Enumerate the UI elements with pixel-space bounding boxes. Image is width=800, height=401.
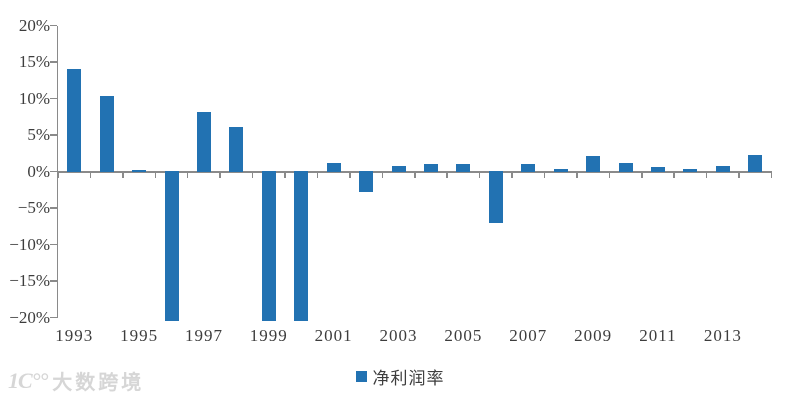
x-axis-tick [154,172,157,178]
bar-1994 [99,96,114,173]
x-axis-tick [219,172,221,178]
bar-2006 [488,170,503,224]
y-axis-tick [50,170,57,173]
y-axis-tick [50,207,57,209]
bar-2000 [294,170,309,321]
watermark: 1C°° 大数跨境 [8,366,144,395]
x-axis-label: 2009 [574,326,613,345]
x-axis-tick [705,172,708,178]
y-axis-tick [50,243,57,246]
bar-2003 [391,166,406,173]
x-axis-tick [770,172,773,178]
y-axis-tick [50,280,57,282]
bar-2013 [715,165,730,173]
x-axis-tick [89,172,92,178]
x-axis-label: 1997 [184,326,223,345]
x-axis-tick [414,172,416,178]
y-axis-tick [50,97,57,100]
x-axis-tick [641,172,643,178]
legend: 净利润率 [0,364,800,389]
y-axis-label: 5% [27,125,50,144]
x-axis-label: 2001 [314,326,353,345]
x-axis-tick [316,172,319,178]
y-axis-tick [50,134,57,136]
x-axis-tick [57,172,59,178]
y-axis-tick [50,61,57,63]
bar-1998 [229,126,244,173]
x-axis-tick [186,172,189,178]
bar-1993 [67,69,82,173]
bar-2011 [650,167,665,173]
bar-2012 [683,169,698,173]
x-axis-tick [511,172,513,178]
x-axis-line [56,170,772,173]
x-axis-label: 2007 [509,326,548,345]
watermark-text: 大数跨境 [52,372,145,394]
x-axis-tick [543,172,546,178]
x-axis-tick [446,172,448,178]
x-axis-label: 2011 [639,326,677,345]
x-axis-label: 1999 [249,326,288,345]
legend-label: 净利润率 [372,369,445,388]
x-axis-label: 2003 [379,326,418,345]
y-axis-tick [50,24,57,27]
x-axis-tick [381,172,384,178]
x-axis-tick [349,172,351,178]
x-axis-tick [284,172,286,178]
x-axis-tick [738,172,740,178]
bar-2004 [423,164,438,173]
x-axis-label: 1993 [55,326,94,345]
legend-marker-icon [355,371,367,382]
x-axis-label: 2013 [703,326,742,345]
y-axis-label: 20% [18,15,50,35]
x-axis-label: 2005 [444,326,483,345]
bar-2009 [586,156,601,173]
y-axis-label: −5% [17,198,50,217]
bar-1997 [196,111,211,173]
x-axis-tick [673,172,675,178]
y-axis-label: −15% [9,271,50,290]
bar-2010 [618,162,633,173]
bar-1999 [261,170,276,321]
bar-2001 [326,163,341,173]
y-axis-label: −20% [9,307,50,327]
x-axis-tick [122,172,124,178]
x-axis-tick [608,172,611,178]
bar-1995 [132,170,147,173]
y-axis-label: 0% [27,161,50,181]
bar-2007 [521,164,536,173]
bar-2002 [359,170,374,192]
y-axis-label: 15% [18,52,50,71]
bar-2014 [748,155,763,173]
x-axis-label: 1995 [120,326,159,345]
x-axis-tick [251,172,254,178]
watermark-logo-icon: 1C°° [8,367,48,393]
bar-2008 [553,168,568,173]
y-axis-label: 10% [18,88,50,108]
y-axis-tick [50,316,57,319]
x-axis-tick [478,172,481,178]
x-axis-tick [576,172,578,178]
bar-1996 [164,170,179,321]
y-axis-label: −10% [9,234,50,254]
bar-2005 [456,164,471,173]
